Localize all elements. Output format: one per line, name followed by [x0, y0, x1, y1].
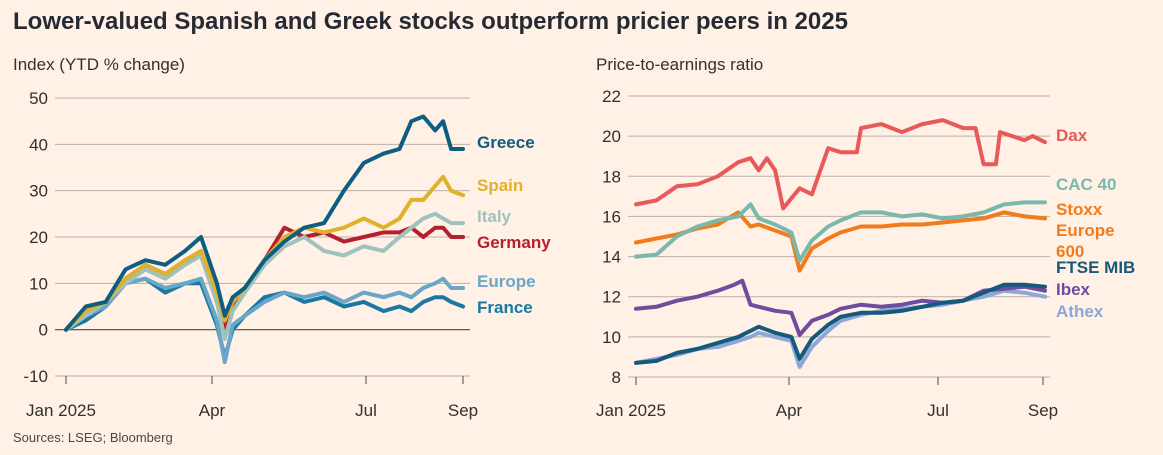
- right-x-ticks: Jan 2025 Apr Jul Sep: [596, 377, 1058, 420]
- series-line-dax: [634, 118, 1047, 211]
- right-y-tick-label: 12: [602, 288, 621, 307]
- right-y-tick-label: 14: [602, 248, 621, 267]
- series-label-spain: Spain: [477, 176, 523, 195]
- right-gridlines: [628, 95, 1050, 378]
- left-x-tick-label: Jul: [355, 401, 377, 420]
- series-label-athex: Athex: [1056, 302, 1104, 321]
- left-x-tick-label: Apr: [199, 401, 226, 420]
- series-label-europe: Europe: [477, 272, 536, 291]
- series-label-greece: Greece: [477, 133, 535, 152]
- left-y-tick-label: 50: [29, 89, 48, 108]
- left-y-tick-label: -10: [23, 367, 48, 386]
- right-x-tick-label: Jul: [927, 401, 949, 420]
- series-label-italy: Italy: [477, 207, 512, 226]
- series-line-europe: [64, 276, 465, 365]
- left-series-labels: Greece Spain Italy Germany Europe France: [477, 133, 551, 317]
- series-label-ftse-mib: FTSE MIB: [1056, 258, 1135, 277]
- right-y-axis-label: Price-to-earnings ratio: [596, 55, 763, 74]
- left-chart: Index (YTD % change) 50 40 30 20 10 0 -10 Jan …: [13, 55, 551, 420]
- chart-title: Lower-valued Spanish and Greek stocks ou…: [13, 8, 848, 35]
- left-x-ticks: Jan 2025 Apr Jul Sep: [26, 376, 478, 420]
- left-y-tick-label: 10: [29, 274, 48, 293]
- series-label-cac-40: CAC 40: [1056, 175, 1116, 194]
- left-x-tick-label: Sep: [448, 401, 478, 420]
- series-label-france: France: [477, 298, 533, 317]
- right-series-lines: [634, 118, 1047, 369]
- series-line-france: [64, 276, 465, 360]
- right-x-tick-label: Apr: [776, 401, 803, 420]
- right-x-tick-label: Sep: [1028, 401, 1058, 420]
- right-y-tick-label: 20: [602, 127, 621, 146]
- source-note: Sources: LSEG; Bloomberg: [13, 430, 173, 445]
- left-y-tick-label: 40: [29, 135, 48, 154]
- right-y-tick-label: 22: [602, 87, 621, 106]
- left-y-axis-label: Index (YTD % change): [13, 55, 185, 74]
- series-line-ftse-mib: [634, 282, 1047, 365]
- left-x-tick-label: Jan 2025: [26, 401, 96, 420]
- right-y-tick-label: 16: [602, 207, 621, 226]
- series-line-cac-40: [634, 200, 1047, 263]
- right-y-ticks: 22 20 18 16 14 12 10 8: [602, 87, 621, 387]
- series-line-athex: [634, 288, 1047, 369]
- series-line-ibex: [634, 278, 1047, 337]
- right-y-tick-label: 10: [602, 328, 621, 347]
- left-gridlines: [55, 97, 470, 377]
- left-y-tick-label: 30: [29, 182, 48, 201]
- series-label-ibex: Ibex: [1056, 280, 1091, 299]
- left-y-tick-label: 0: [39, 321, 48, 340]
- series-line-italy: [64, 211, 465, 341]
- left-y-tick-label: 20: [29, 228, 48, 247]
- series-line-greece: [64, 114, 465, 332]
- series-line-stoxx-europe-600: [634, 210, 1047, 273]
- left-series-lines: [64, 114, 465, 365]
- right-x-tick-label: Jan 2025: [596, 401, 666, 420]
- series-label-dax: Dax: [1056, 126, 1088, 145]
- right-chart: Price-to-earnings ratio 222018161412108 …: [596, 55, 1135, 420]
- right-y-tick-label: 8: [612, 368, 621, 387]
- left-y-ticks: 50 40 30 20 10 0 -10: [23, 89, 48, 386]
- series-label-stoxx-europe-600: Stoxx Europe 600: [1056, 200, 1115, 261]
- series-label-germany: Germany: [477, 233, 551, 252]
- right-y-tick-label: 18: [602, 167, 621, 186]
